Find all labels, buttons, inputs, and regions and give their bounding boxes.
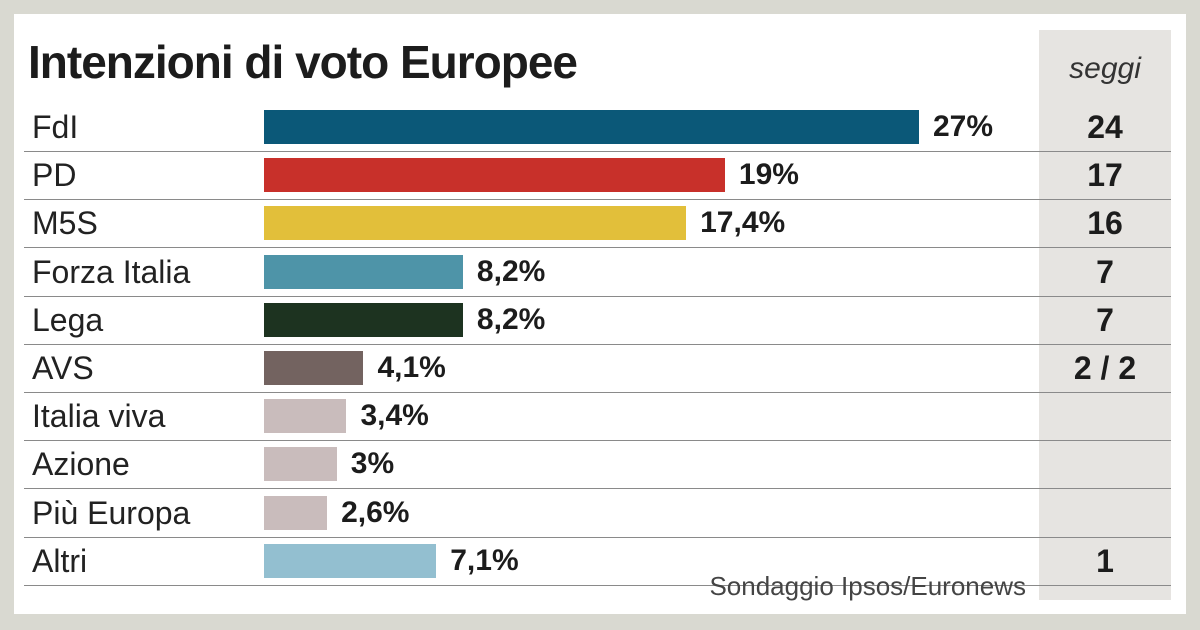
seats-header: seggi — [1069, 52, 1141, 85]
bar — [264, 399, 347, 434]
value-label: 27% — [933, 110, 994, 143]
value-label: 3,4% — [360, 399, 429, 433]
bar-row: Altri 7,1% 1 — [14, 538, 1186, 586]
row-separator — [24, 584, 1171, 586]
row-separator — [24, 440, 1171, 442]
seats-value: 7 — [1096, 253, 1114, 290]
bar-row: AVS 4,1% 2 / 2 — [14, 345, 1186, 393]
bar — [264, 495, 328, 530]
seats-value: 16 — [1087, 205, 1123, 242]
bar — [264, 447, 337, 482]
seats-value: 24 — [1087, 109, 1123, 145]
bar-row: Azione 3% — [14, 441, 1186, 490]
seats-value: 1 — [1096, 542, 1114, 579]
chart-title: Intenzioni di voto Europee — [28, 36, 578, 88]
bar — [264, 302, 463, 337]
category-label: Forza Italia — [32, 253, 191, 290]
bar — [264, 158, 725, 193]
row-separator — [24, 488, 1171, 490]
value-label: 4,1% — [377, 351, 446, 384]
row-separator — [24, 392, 1171, 393]
bar-row: Forza Italia 8,2% 7 — [14, 249, 1186, 297]
bar — [264, 351, 364, 385]
value-label: 8,2% — [476, 254, 546, 288]
row-separator — [24, 295, 1171, 297]
bar-row: Italia viva 3,4% — [14, 393, 1186, 442]
bar — [264, 206, 687, 241]
bar — [264, 110, 919, 144]
source-note: Sondaggio Ipsos/Euronews — [709, 571, 1026, 601]
seats-value: 17 — [1087, 157, 1123, 194]
row-separator — [24, 536, 1171, 538]
bar-row: Più Europa 2,6% — [14, 490, 1186, 538]
row-separator — [24, 151, 1171, 152]
category-label: Più Europa — [32, 494, 191, 531]
row-separator — [24, 247, 1171, 249]
seats-value: 7 — [1096, 301, 1114, 338]
category-label: M5S — [32, 205, 98, 242]
seats-value: 2 / 2 — [1073, 350, 1137, 386]
category-label: PD — [32, 157, 77, 194]
category-label: Lega — [32, 301, 104, 338]
row-separator — [24, 199, 1171, 201]
bar-row: PD 19% 17 — [14, 152, 1186, 201]
value-label: 8,2% — [476, 302, 546, 336]
category-label: AVS — [32, 350, 94, 386]
value-label: 3% — [350, 447, 395, 481]
category-label: Azione — [32, 446, 130, 483]
bar — [264, 254, 463, 289]
value-label: 19% — [738, 158, 799, 192]
category-label: FdI — [32, 109, 79, 145]
row-separator — [24, 343, 1171, 345]
chart-card: Intenzioni di voto Europee seggi FdI 27% 2… — [14, 14, 1186, 614]
bar — [264, 543, 437, 578]
value-label: 17,4% — [700, 206, 786, 240]
bar-row: M5S 17,4% 16 — [14, 200, 1186, 249]
bar-row: FdI 27% 24 — [14, 104, 1186, 152]
category-label: Altri — [32, 542, 88, 579]
value-label: 2,6% — [341, 495, 410, 529]
seats-column — [1039, 30, 1171, 600]
bar-row: Lega 8,2% 7 — [14, 297, 1186, 345]
category-label: Italia viva — [32, 398, 166, 435]
value-label: 7,1% — [450, 543, 519, 577]
